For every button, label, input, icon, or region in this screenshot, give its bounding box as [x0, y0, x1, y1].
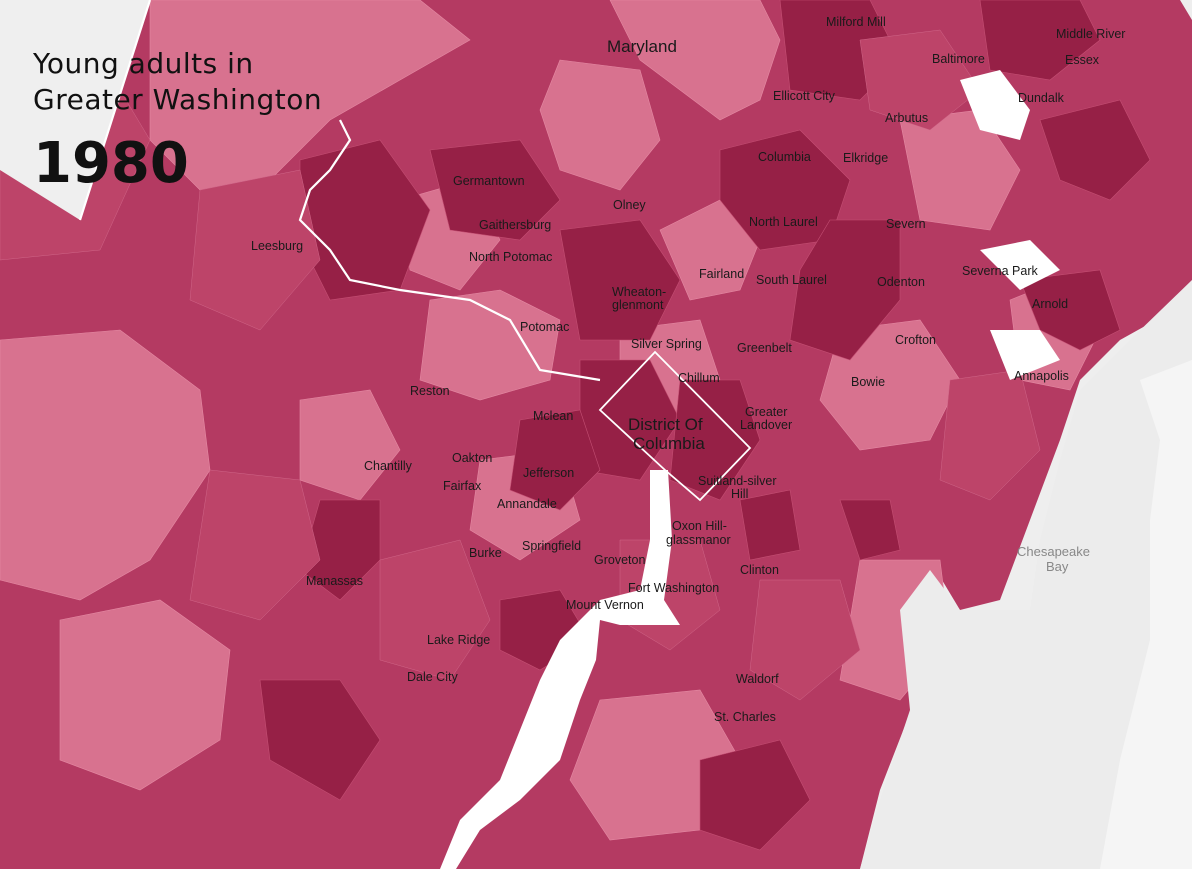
label-essex: Essex — [1065, 53, 1100, 67]
map-title: Young adults in Greater Washington — [33, 47, 323, 116]
label-wheaton-1: Wheaton- — [612, 285, 666, 299]
label-jefferson: Jefferson — [523, 466, 574, 480]
label-north-laurel: North Laurel — [749, 215, 818, 229]
label-greater: Greater — [745, 405, 787, 419]
label-bay: Bay — [1046, 559, 1069, 574]
label-oxon-hill-1: Oxon Hill- — [672, 519, 727, 533]
label-south-laurel: South Laurel — [756, 273, 827, 287]
label-landover: Landover — [740, 418, 792, 432]
label-elkridge: Elkridge — [843, 151, 888, 165]
label-milford-mill: Milford Mill — [826, 15, 886, 29]
label-manassas: Manassas — [306, 574, 363, 588]
label-mount-vernon: Mount Vernon — [566, 598, 644, 612]
water — [440, 70, 1060, 869]
label-dale-city: Dale City — [407, 670, 458, 684]
label-germantown: Germantown — [453, 174, 525, 188]
label-suitland-2: Hill — [731, 487, 748, 501]
label-fairland: Fairland — [699, 267, 744, 281]
label-lake-ridge: Lake Ridge — [427, 633, 490, 647]
label-maryland: Maryland — [607, 37, 677, 56]
label-burke: Burke — [469, 546, 502, 560]
label-annandale: Annandale — [497, 497, 557, 511]
label-odenton: Odenton — [877, 275, 925, 289]
label-greenbelt: Greenbelt — [737, 341, 792, 355]
eastern-shore — [1100, 360, 1192, 869]
label-district-of: District Of — [628, 415, 703, 434]
label-leesburg: Leesburg — [251, 239, 303, 253]
label-st-charles: St. Charles — [714, 710, 776, 724]
label-waldorf: Waldorf — [736, 672, 779, 686]
state-boundary — [78, 0, 601, 382]
label-oxon-hill-2: glassmanor — [666, 533, 731, 547]
label-mclean: Mclean — [533, 409, 573, 423]
dc-boundary — [598, 350, 752, 502]
year-label: 1980 — [33, 131, 189, 196]
label-annapolis: Annapolis — [1014, 369, 1069, 383]
label-arnold: Arnold — [1032, 297, 1068, 311]
tracts-light — [0, 0, 1101, 841]
label-middle-river: Middle River — [1056, 27, 1125, 41]
label-crofton: Crofton — [895, 333, 936, 347]
label-arbutus: Arbutus — [885, 111, 928, 125]
tracts-dark — [259, 0, 1151, 851]
label-baltimore: Baltimore — [932, 52, 985, 66]
label-columbia-dc: Columbia — [633, 434, 705, 453]
label-springfield: Springfield — [522, 539, 581, 553]
label-fairfax: Fairfax — [443, 479, 482, 493]
label-olney: Olney — [613, 198, 646, 212]
label-bowie: Bowie — [851, 375, 885, 389]
label-north-potomac: North Potomac — [469, 250, 552, 264]
label-suitland-1: Suitland-silver — [698, 474, 777, 488]
label-reston: Reston — [410, 384, 450, 398]
place-labels: Maryland Milford Mill Middle River Balti… — [251, 15, 1125, 724]
chesapeake-area — [860, 280, 1192, 869]
label-groveton: Groveton — [594, 553, 645, 567]
label-fort-washington: Fort Washington — [628, 581, 719, 595]
label-chillum: Chillum — [678, 371, 720, 385]
northwest-outside — [0, 0, 150, 220]
label-severna-park: Severna Park — [962, 264, 1038, 278]
label-chesapeake: Chesapeake — [1017, 544, 1090, 559]
title-block: Young adults in Greater Washington 1980 — [33, 46, 353, 192]
label-potomac: Potomac — [520, 320, 569, 334]
label-oakton: Oakton — [452, 451, 492, 465]
label-clinton: Clinton — [740, 563, 779, 577]
label-ellicott-city: Ellicott City — [773, 89, 836, 103]
label-wheaton-2: glenmont — [612, 298, 664, 312]
label-chantilly: Chantilly — [364, 459, 413, 473]
label-severn: Severn — [886, 217, 926, 231]
label-silver-spring: Silver Spring — [631, 337, 702, 351]
label-columbia: Columbia — [758, 150, 811, 164]
label-dundalk: Dundalk — [1018, 91, 1065, 105]
label-gaithersburg: Gaithersburg — [479, 218, 551, 232]
